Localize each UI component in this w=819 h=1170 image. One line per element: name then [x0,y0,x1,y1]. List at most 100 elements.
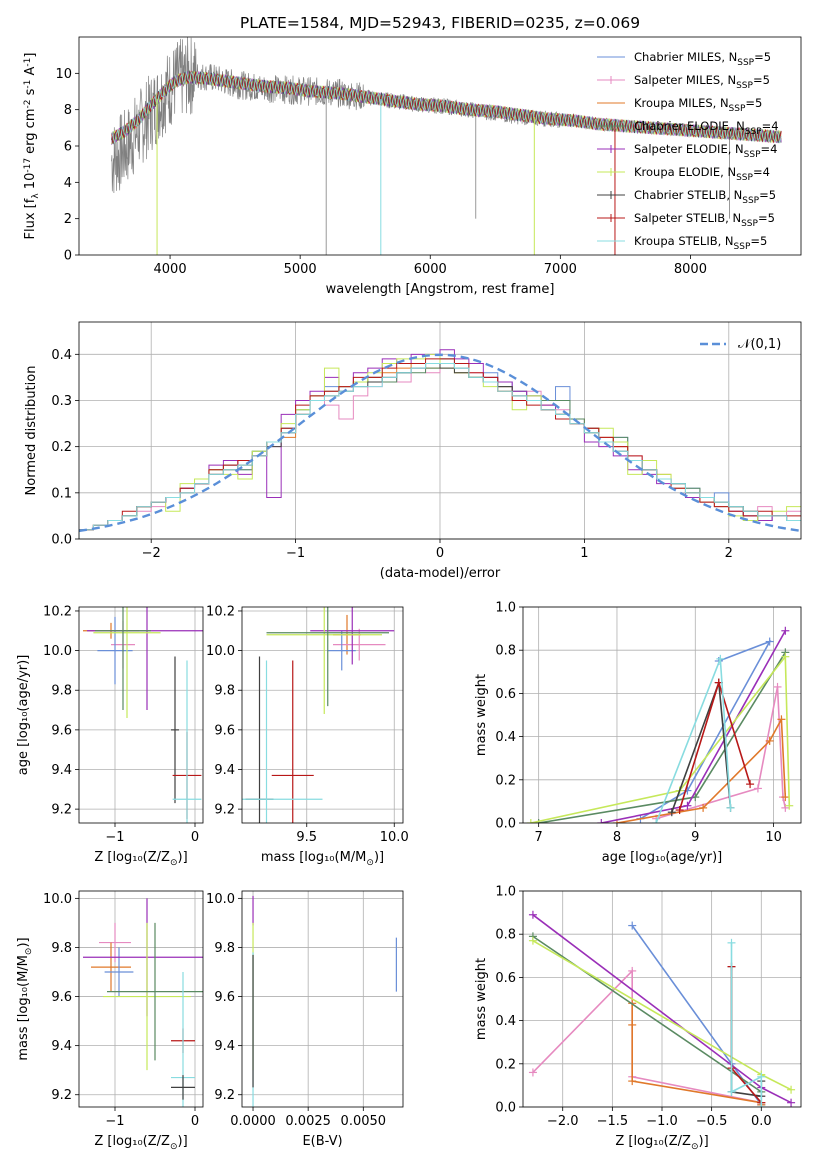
x-tick-label: 0 [191,830,199,845]
x-tick-label: −1.0 [646,1114,678,1129]
x-tick-label: 4000 [154,262,187,277]
x-tick-label: 9 [691,830,699,845]
y-tick-label: 6 [64,140,72,155]
y-tick-label: 10.0 [43,892,72,907]
y-tick-label: 9.2 [51,803,72,818]
plot-area-5 [83,898,203,1107]
y-tick-label: 9.4 [51,763,72,778]
x-tick-label: −2 [142,546,161,561]
y-tick-label: 9.4 [51,1039,72,1054]
y-tick-label: 9.6 [214,990,235,1005]
y-tick-label: 10.2 [43,604,72,619]
mass-weight-series [730,942,763,1107]
legend-label: 𝒩(0,1) [738,337,781,352]
axes-frame [241,890,404,1108]
y-axis-label: mass [log₁₀(M/M⊙)] [16,937,34,1060]
subplot-2: −1 0 9.2 9.4 9.6 9.8 10.0 10.2 Z [log₁₀(Z/Z⊙)] ag… [16,604,204,868]
y-tick-label: 9.4 [214,1039,235,1054]
y-tick-label: 9.6 [51,723,72,738]
x-tick-label: 10 [765,830,782,845]
y-tick-label: 8 [64,103,72,118]
x-axis-label: E(B-V) [302,1134,342,1149]
y-tick-label: 0.6 [495,687,516,702]
y-tick-label: 0 [64,249,72,264]
subplot-5: −1 0 9.2 9.4 9.6 9.8 10.0 Z [log₁₀(Z/Z⊙)] mass [… [16,890,204,1152]
legend-label: Chabrier ELODIE, NSSP=4 [634,119,779,137]
x-tick-label: −2.0 [547,1114,579,1129]
x-tick-label: 7000 [544,262,577,277]
x-axis-label: age [log₁₀(age/yr)] [602,850,723,865]
plot-area-6 [252,895,397,1107]
y-axis-label: age [log₁₀(age/yr)] [16,655,31,776]
legend-label: Chabrier STELIB, NSSP=5 [634,188,776,206]
y-tick-label: 9.6 [214,723,235,738]
x-axis-label: (data-model)/error [380,566,501,581]
x-tick-label: −1 [105,1114,124,1129]
plot-area-4 [526,626,794,823]
x-tick-label: −0.5 [696,1114,728,1129]
legend-label: Salpeter MILES, NSSP=5 [634,73,770,91]
x-tick-label: 5000 [284,262,317,277]
histogram-series [79,363,801,539]
y-tick-label: 0.4 [495,730,516,745]
x-tick-label: 8000 [674,262,707,277]
y-tick-label: 10.0 [206,644,235,659]
y-tick-label: 4 [64,176,72,191]
x-tick-label: 0.0025 [285,1114,331,1129]
y-tick-label: 0.0 [495,817,516,832]
spectrum-legend: Chabrier MILES, NSSP=5 Salpeter MILES, NS… [597,50,779,252]
axes-frame [241,606,404,824]
axes-frame [78,321,802,540]
y-axis-label: Normed distribution [24,366,39,496]
x-axis-label: Z [log₁₀(Z/Z⊙)] [94,850,187,868]
subplot-1: −2 −1 0 1 2 0.0 0.1 0.2 0.3 0.4 (data-model)/error… [24,321,802,581]
plot-area-7 [528,910,796,1107]
axes-frame [78,606,204,824]
y-tick-label: 0.0 [51,533,72,548]
legend-label: Salpeter STELIB, NSSP=5 [634,211,775,229]
y-tick-label: 9.8 [51,941,72,956]
x-tick-label: −1 [105,830,124,845]
y-tick-label: 9.8 [51,684,72,699]
y-tick-label: 2 [64,212,72,227]
y-tick-label: 9.8 [214,941,235,956]
plot-area-0 [111,37,782,255]
y-tick-label: 0.4 [51,348,72,363]
y-tick-label: 1.0 [495,885,516,900]
axes-frame [78,36,802,256]
y-tick-label: 9.2 [214,803,235,818]
x-tick-label: 0 [191,1114,199,1129]
subplot-7: −2.0 −1.5 −1.0 −0.5 0.0 0.0 0.2 0.4 0.6 0.8 1.0 Z [… [474,885,802,1152]
y-tick-label: 9.4 [214,763,235,778]
y-tick-label: 0.2 [495,773,516,788]
normal-curve [79,353,801,533]
x-tick-label: 0.0 [751,1114,772,1129]
x-tick-label: 1 [580,546,588,561]
plot-area-3 [242,607,395,823]
histogram-legend: 𝒩(0,1) [700,337,781,352]
y-tick-label: 10 [55,67,72,82]
x-tick-label: 0.0050 [341,1114,387,1129]
y-axis-label: Flux [fλ 10-17 erg cm-2 s-1 A-1] [23,53,41,240]
y-tick-label: 10.2 [206,604,235,619]
x-axis-label: wavelength [Angstrom, rest frame] [326,282,555,297]
x-tick-label: 2 [725,546,733,561]
legend-label: Kroupa STELIB, NSSP=5 [634,234,767,252]
x-axis-label: Z [log₁₀(Z/Z⊙)] [94,1134,187,1152]
x-tick-label: 10.0 [380,830,409,845]
subplot-6: 0.0000 0.0025 0.0050 9.2 9.4 9.6 9.8 10.0 E(B-V) [206,890,404,1149]
x-tick-label: 8 [613,830,621,845]
y-tick-label: 0.3 [51,394,72,409]
legend-label: Kroupa MILES, NSSP=5 [634,96,762,114]
y-axis-label: mass weight [474,958,489,1040]
x-tick-label: −1 [286,546,305,561]
subplot-0: 4000 5000 6000 7000 8000 0 2 4 6 8 10 wavelength [A… [23,36,802,297]
x-axis-label: mass [log₁₀(M/M⊙)] [261,850,384,868]
y-tick-label: 1.0 [495,601,516,616]
figure-title: PLATE=1584, MJD=52943, FIBERID=0235, z=0… [240,14,640,32]
y-axis-label: mass weight [474,674,489,756]
y-tick-label: 9.2 [51,1088,72,1103]
x-tick-label: 0 [436,546,444,561]
x-tick-label: 6000 [414,262,447,277]
